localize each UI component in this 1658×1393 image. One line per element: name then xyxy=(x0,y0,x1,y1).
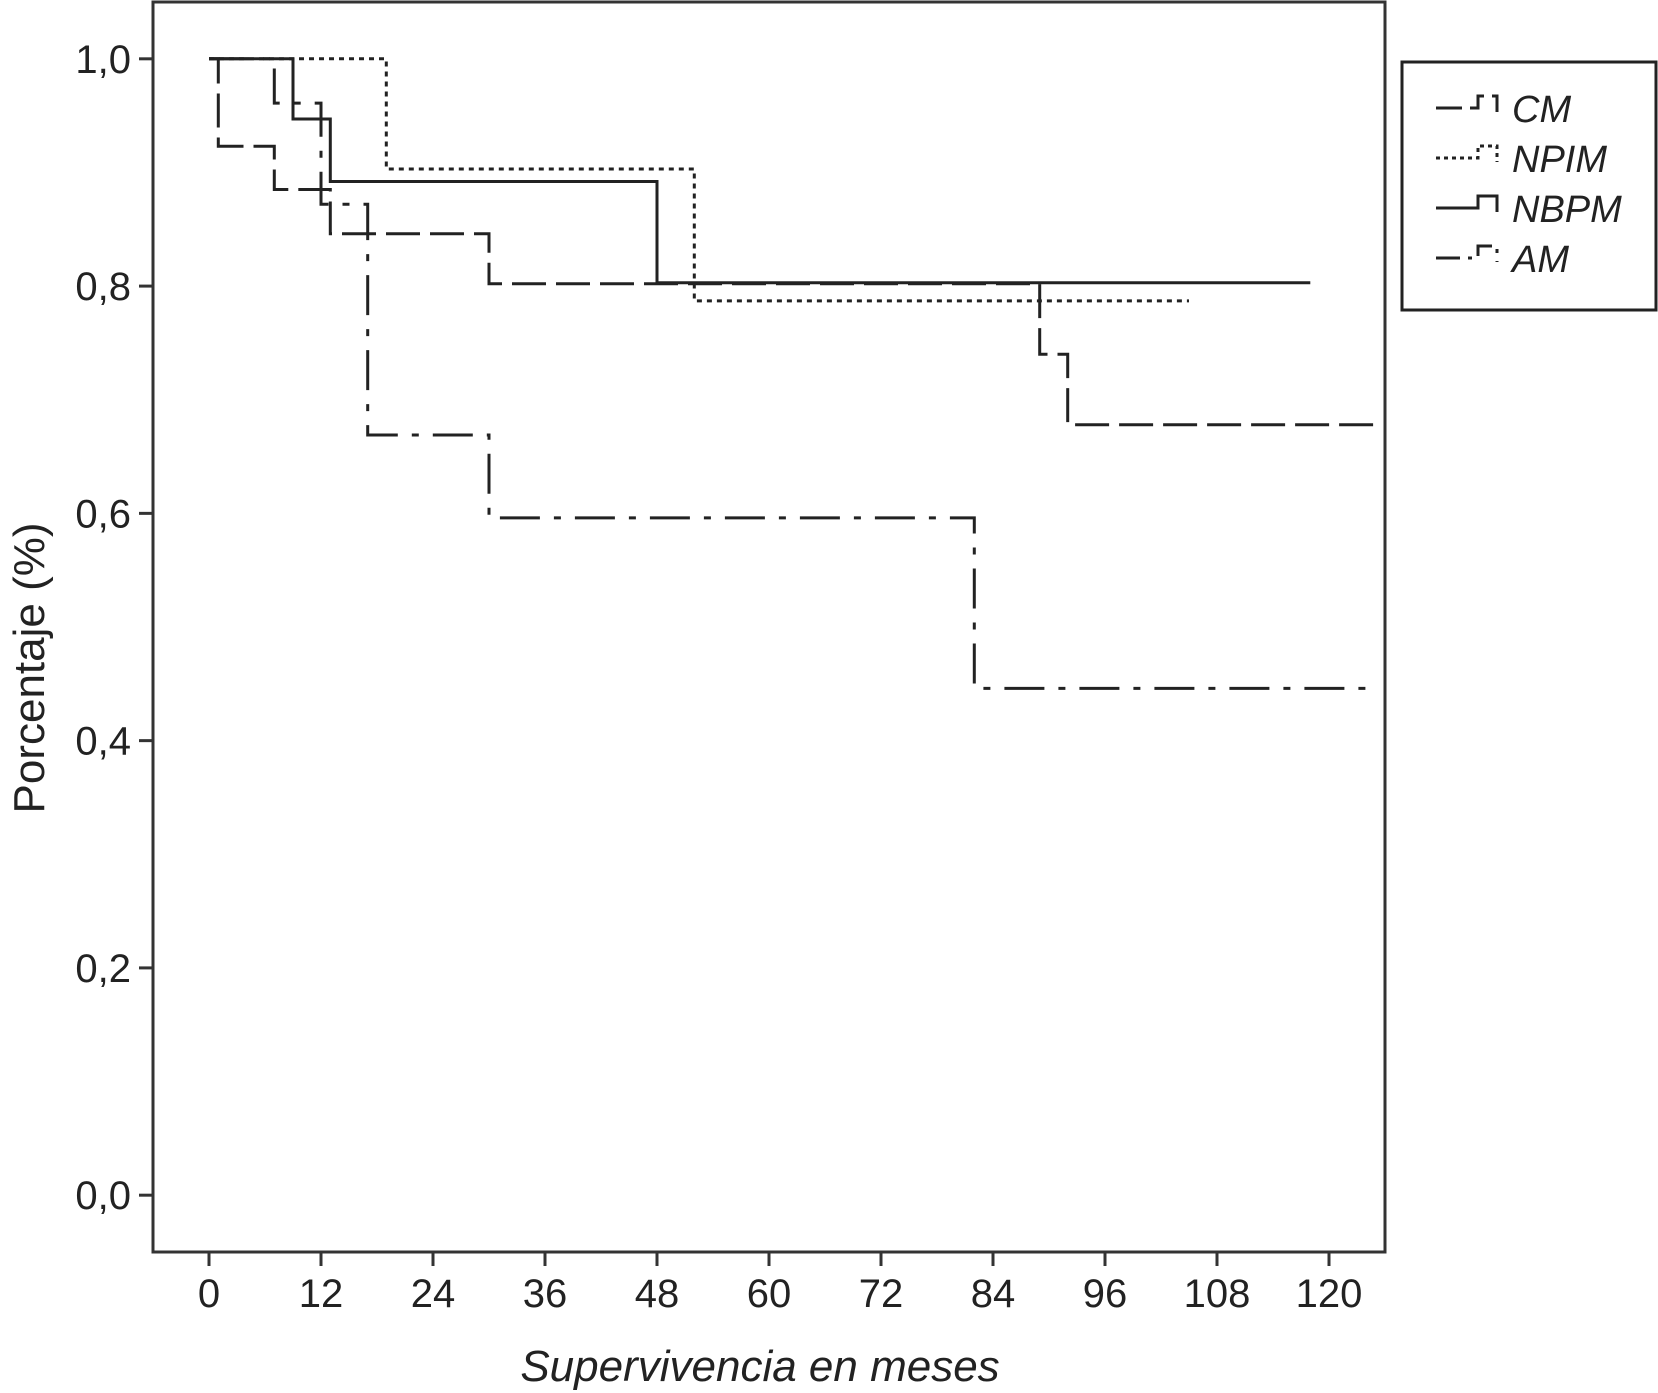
legend-box xyxy=(1400,60,1658,312)
legend-swatch-cm xyxy=(1436,94,1499,112)
x-tick-label: 36 xyxy=(523,1272,568,1316)
y-tick-label: 0,6 xyxy=(75,492,131,536)
legend-swatch-am xyxy=(1436,244,1499,262)
y-tick-label: 1,0 xyxy=(75,38,131,82)
y-tick-label: 0,8 xyxy=(75,265,131,309)
legend: CM NPIM NBPM AM xyxy=(1400,60,1658,312)
legend-label-npim: NPIM xyxy=(1512,139,1607,181)
x-tick-label: 24 xyxy=(411,1272,456,1316)
legend-swatch-nbpm xyxy=(1436,194,1499,212)
legend-swatch-npim xyxy=(1436,144,1499,162)
y-axis: 0,0 0,2 0,4 0,6 0,8 1,0 xyxy=(75,38,153,1218)
x-tick-label: 108 xyxy=(1184,1272,1251,1316)
series-layer xyxy=(209,57,1376,690)
legend-label-am: AM xyxy=(1510,239,1569,281)
x-tick-label: 12 xyxy=(299,1272,344,1316)
series-line-am xyxy=(209,57,1367,690)
x-tick-label: 84 xyxy=(971,1272,1016,1316)
y-axis-title: Porcentaje (%) xyxy=(5,522,54,813)
x-tick-label: 120 xyxy=(1296,1272,1363,1316)
y-tick-label: 0,0 xyxy=(75,1174,131,1218)
series-line-npim xyxy=(209,57,1189,303)
x-tick-label: 72 xyxy=(859,1272,904,1316)
series-line-cm xyxy=(209,57,1376,427)
y-tick-label: 0,2 xyxy=(75,947,131,991)
x-tick-label: 0 xyxy=(198,1272,220,1316)
plot-frame xyxy=(151,0,1387,1254)
y-tick-label: 0,4 xyxy=(75,720,131,764)
x-tick-label: 60 xyxy=(747,1272,792,1316)
series-line-nbpm xyxy=(209,57,1311,285)
x-tick-label: 48 xyxy=(635,1272,680,1316)
x-tick-label: 96 xyxy=(1083,1272,1128,1316)
x-axis-title: Supervivencia en meses xyxy=(520,1342,999,1391)
x-axis: 0 12 24 36 48 60 72 84 96 108 120 xyxy=(198,1252,1363,1316)
legend-label-cm: CM xyxy=(1512,89,1571,131)
legend-label-nbpm: NBPM xyxy=(1512,189,1622,231)
